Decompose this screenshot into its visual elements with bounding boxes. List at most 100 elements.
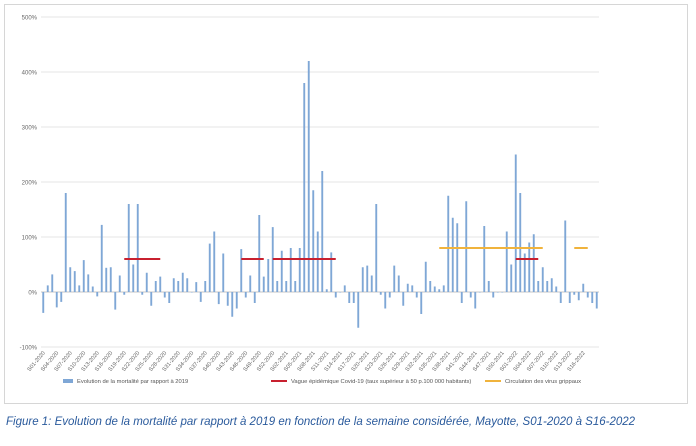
- bar: [276, 281, 279, 292]
- bar: [55, 292, 58, 308]
- bar: [586, 292, 589, 298]
- bar: [406, 283, 409, 292]
- bar: [168, 292, 171, 303]
- bar: [528, 242, 531, 292]
- bar: [415, 292, 418, 298]
- legend-label: Circulation des virus grippaux: [505, 379, 581, 385]
- bar: [442, 285, 445, 292]
- legend-swatch: [63, 379, 73, 383]
- bar: [199, 292, 202, 302]
- bar: [114, 292, 117, 310]
- bar: [267, 259, 270, 292]
- bar: [312, 190, 315, 292]
- bar: [573, 292, 576, 295]
- y-tick-label: 200%: [22, 181, 38, 187]
- bar: [42, 292, 45, 313]
- bar: [150, 292, 153, 306]
- y-tick-label: 400%: [22, 71, 38, 77]
- bar: [258, 215, 261, 292]
- bar: [510, 264, 513, 292]
- bar: [501, 292, 504, 293]
- bar: [370, 275, 373, 292]
- bar: [303, 83, 306, 292]
- bar: [235, 292, 238, 309]
- bar: [154, 281, 157, 292]
- bar: [190, 292, 193, 293]
- bar: [262, 276, 265, 292]
- bar: [69, 267, 72, 292]
- bar: [253, 292, 256, 303]
- bar: [294, 281, 297, 292]
- bar: [217, 292, 220, 305]
- bar: [177, 281, 180, 292]
- bar: [339, 292, 342, 293]
- bar: [411, 285, 414, 292]
- bar: [82, 260, 85, 292]
- bar: [366, 265, 369, 292]
- bar: [577, 292, 580, 301]
- bar: [285, 281, 288, 292]
- bar: [361, 267, 364, 292]
- bar: [519, 193, 522, 292]
- bar: [118, 275, 121, 292]
- bar: [375, 204, 378, 292]
- bar: [60, 292, 63, 302]
- bar: [249, 275, 252, 292]
- bar: [213, 231, 216, 292]
- bar: [496, 292, 499, 293]
- bar: [505, 231, 508, 292]
- bar: [388, 292, 391, 298]
- bar: [123, 292, 126, 295]
- bar: [343, 285, 346, 292]
- bar: [402, 292, 405, 306]
- bar: [334, 292, 337, 298]
- bar: [316, 231, 319, 292]
- bar: [352, 292, 355, 303]
- bar: [397, 275, 400, 292]
- bar: [595, 292, 598, 309]
- bar: [172, 278, 175, 292]
- bar: [222, 253, 225, 292]
- bar: [321, 171, 324, 292]
- bar: [136, 204, 139, 292]
- bar: [357, 292, 360, 328]
- bar: [186, 278, 189, 292]
- legend-label: Vague épidémique Covid-19 (taux supérieu…: [291, 379, 471, 385]
- bar: [240, 249, 243, 292]
- bar: [568, 292, 571, 303]
- bar: [348, 292, 351, 303]
- y-tick-label: 100%: [22, 236, 38, 242]
- bar: [393, 265, 396, 292]
- bar: [591, 292, 594, 303]
- bar: [456, 223, 459, 292]
- y-tick-label: 300%: [22, 126, 38, 132]
- bar: [231, 292, 234, 317]
- bar: [87, 274, 90, 292]
- bar: [555, 286, 558, 292]
- bar: [330, 252, 333, 292]
- bar: [127, 204, 130, 292]
- bar: [460, 292, 463, 303]
- bar: [204, 281, 207, 292]
- bar: [325, 289, 328, 292]
- bar: [159, 276, 162, 292]
- figure-frame: -100% 0% 100% 200% 300% 400% 500% S01-2020 S04-2…: [4, 4, 688, 404]
- bar: [163, 292, 166, 298]
- bar: [379, 292, 382, 295]
- bar: [181, 272, 184, 292]
- bar: [46, 285, 49, 292]
- mortality-chart: -100%0%100%200%300%400%500%S01-2020S04-2…: [20, 16, 599, 385]
- bar: [141, 292, 144, 295]
- bar: [474, 292, 477, 309]
- bar: [420, 292, 423, 314]
- y-tick-label: -100%: [20, 346, 38, 352]
- bar: [541, 267, 544, 292]
- bar: [438, 289, 441, 292]
- bar: [532, 234, 535, 292]
- bar: [483, 226, 486, 292]
- bar: [582, 283, 585, 292]
- bar: [523, 253, 526, 292]
- bar: [546, 281, 549, 292]
- bar: [429, 281, 432, 292]
- bar: [307, 61, 310, 292]
